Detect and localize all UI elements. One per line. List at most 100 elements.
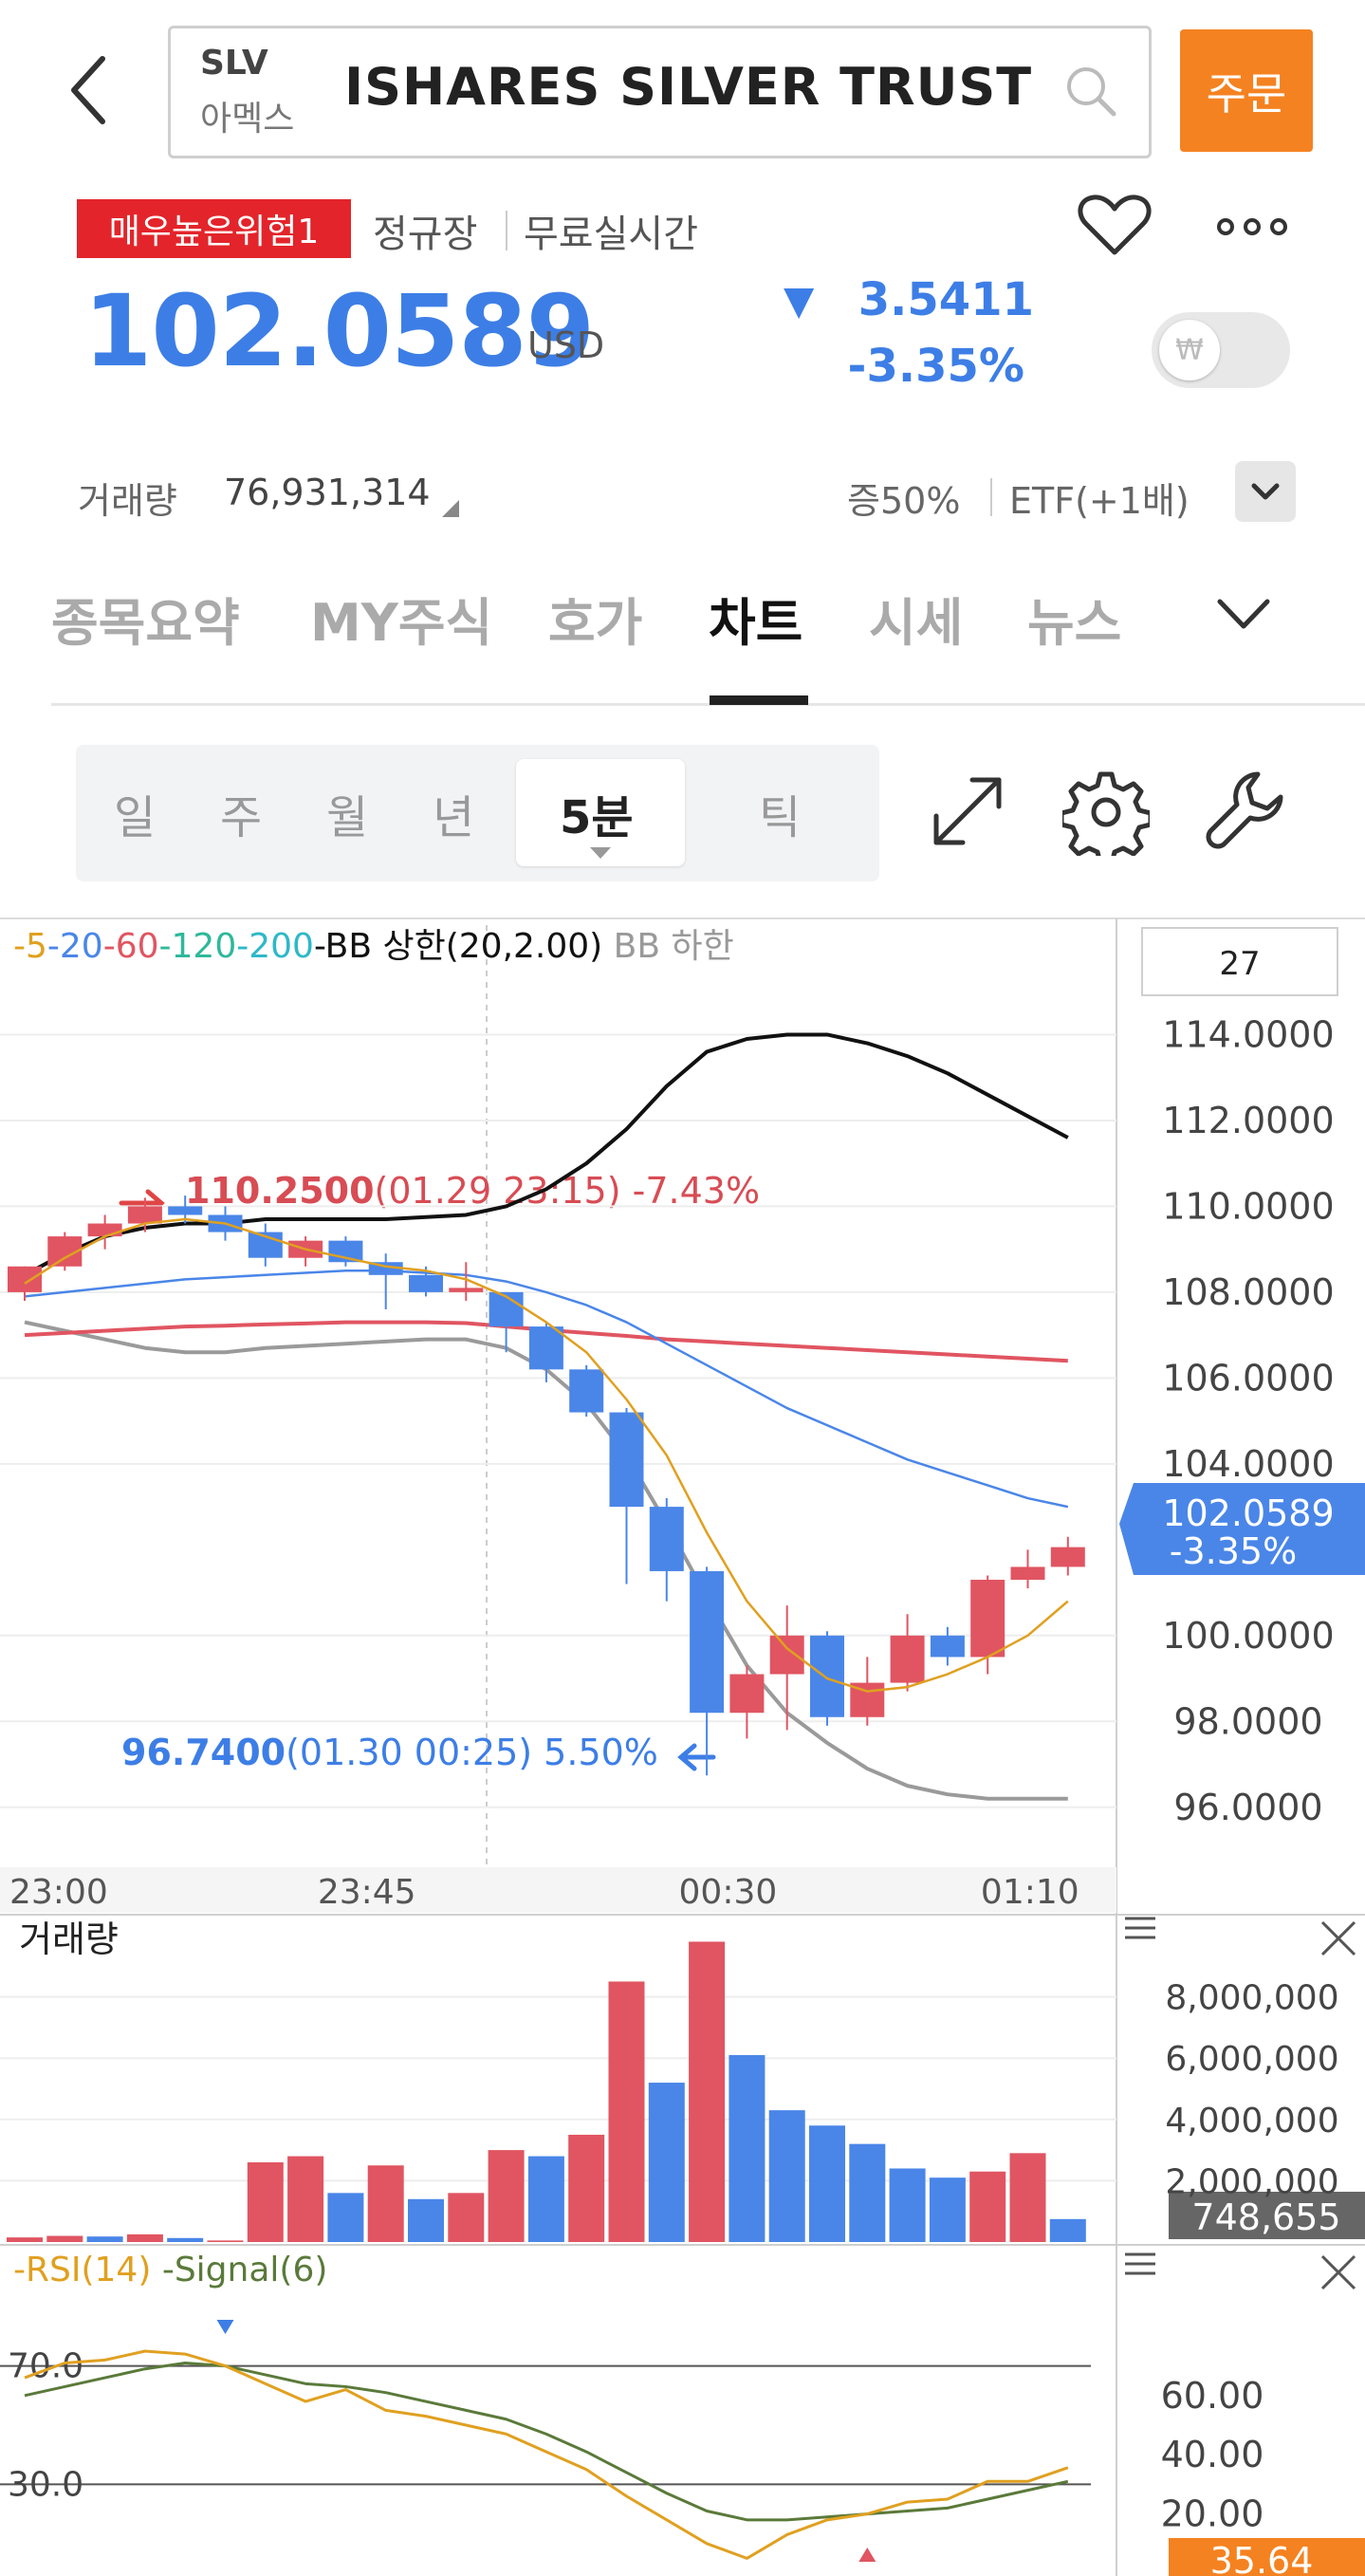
etf-leverage: ETF(+1배) [1009,480,1190,522]
price-axis-label: 96.0000 [1173,1787,1322,1828]
period-month[interactable]: 월 [326,791,369,844]
more-options-icon[interactable] [1214,211,1290,243]
time-axis-label: 00:30 [679,1873,778,1912]
exchange-name: 아멕스 [200,100,295,139]
high-price-annotation: 110.2500(01.29 23:15) -7.43% [185,1170,760,1212]
tab-chart[interactable]: 차트 [709,593,803,653]
corner-triangle-icon [442,500,459,517]
tab-my-stock[interactable]: MY주식 [310,593,493,653]
candle-count[interactable]: 27 [1219,945,1260,983]
won-icon[interactable]: ₩ [1159,320,1220,380]
rsi-legend: -RSI(14) -Signal(6) [13,2251,327,2289]
volume-bar [408,2198,444,2242]
tab-news[interactable]: 뉴스 [1027,593,1122,653]
volume-bar [367,2165,404,2242]
volume-bar [1049,2218,1086,2242]
tab-quotes[interactable]: 시세 [869,593,964,653]
sell-signal-marker [216,2320,234,2334]
time-axis-label: 01:10 [981,1873,1079,1912]
volume-bar [809,2125,845,2242]
price-axis-label: 104.0000 [1162,1443,1334,1485]
volume-bar [1009,2153,1046,2242]
candle-body [970,1580,1005,1658]
price-axis-label: 108.0000 [1162,1271,1334,1313]
volume-bar [448,2193,485,2242]
currency-label: USD [527,324,605,366]
time-axis-label: 23:45 [318,1873,416,1912]
chevron-down-icon[interactable] [1235,461,1296,522]
price-axis-label: 114.0000 [1162,1013,1334,1055]
volume-bar [86,2236,123,2242]
divider [506,211,507,250]
volume-current-tag: 748,655 [1191,2196,1340,2238]
volume-bar [126,2233,163,2242]
heart-icon[interactable] [1077,192,1153,258]
candle-body [528,1326,563,1370]
period-day[interactable]: 일 [114,791,157,844]
candle-body [489,1291,524,1327]
time-axis-label: 23:00 [9,1873,108,1912]
volume-axis-label: 8,000,000 [1165,1979,1338,2018]
ma5-line [24,1217,1069,1693]
low-price-annotation: 96.7400(01.30 00:25) 5.50% [121,1732,658,1773]
tab-underline-track [51,703,1365,706]
volume-axis-label: 4,000,000 [1165,2102,1338,2140]
price-axis-label: 110.0000 [1162,1185,1334,1227]
volume-bar [889,2168,926,2242]
candle-body [890,1635,925,1683]
order-button[interactable]: 주문 [1180,29,1313,152]
ticker-symbol: SLV [200,44,268,83]
volume-bar [46,2235,83,2242]
wrench-icon[interactable] [1201,767,1290,856]
period-year[interactable]: 년 [433,791,475,844]
tab-summary[interactable]: 종목요약 [51,593,240,653]
tab-orderbook[interactable]: 호가 [548,593,643,653]
volume-bar [327,2193,364,2242]
candle-body [649,1507,684,1571]
rsi-signal-line [24,2361,1069,2522]
price-axis-label: 100.0000 [1162,1615,1334,1657]
stock-chart[interactable]: -5-20-60-120-200-BB 상한(20,2.00) BB 하한 27… [0,917,1365,2576]
volume-bar [7,2237,43,2242]
volume-axis-label: 2,000,000 [1165,2162,1338,2201]
volume-bar [167,2237,204,2242]
volume-title: 거래량 [19,1918,119,1960]
down-triangle-icon: ▼ [784,277,815,324]
ma-legend: -5-20-60-120-200-BB 상한(20,2.00) BB 하한 [13,927,734,966]
candle-body [1050,1547,1085,1567]
volume-bar [247,2162,284,2242]
volume-bar [689,1941,726,2242]
rsi-axis-label: 20.00 [1161,2493,1264,2535]
candle-body [87,1223,122,1237]
price-change: 3.5411 [858,273,1034,326]
bb-lower-line [24,1320,1068,1801]
bb-upper-line [24,1032,1069,1277]
candle-body [127,1206,162,1224]
back-arrow-icon[interactable] [57,47,123,133]
candle-body [729,1674,765,1714]
fullscreen-icon[interactable] [925,769,1010,854]
rsi-level-label: 70.0 [8,2347,83,2386]
candle-body [569,1369,604,1413]
stock-name[interactable]: ISHARES SILVER TRUST [344,57,1033,117]
period-5min[interactable]: 5분 [560,791,634,844]
price-axis-label: 98.0000 [1173,1700,1322,1742]
candle-body [409,1274,443,1292]
volume-bar [768,2110,805,2242]
candle-body [769,1635,804,1675]
candle-body [810,1635,844,1717]
stock-search-box[interactable] [168,26,1152,158]
candle-body [609,1412,644,1508]
realtime-label: 무료실시간 [524,213,698,256]
volume-bar [648,2083,685,2242]
low-arrow-icon [677,1743,716,1771]
price-axis-label: 112.0000 [1162,1100,1334,1141]
active-tab-indicator [710,695,808,705]
period-week[interactable]: 주 [220,791,263,844]
search-icon[interactable] [1062,63,1119,120]
period-selector [76,745,879,881]
candle-body [8,1266,42,1292]
gear-icon[interactable] [1062,769,1150,856]
chevron-down-icon[interactable] [1212,590,1275,638]
period-tick[interactable]: 틱 [759,791,802,844]
